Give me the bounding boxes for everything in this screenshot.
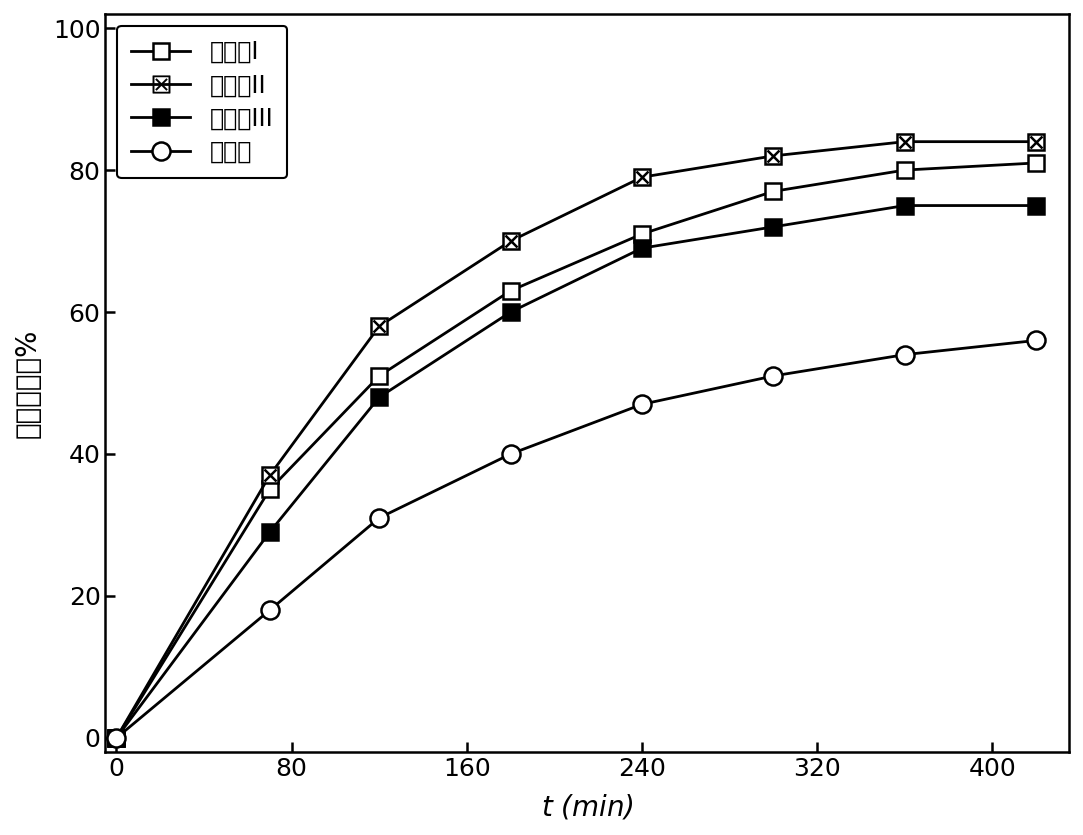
X-axis label: $t$ (min): $t$ (min) — [540, 792, 634, 821]
Y-axis label: 甲醛去除率%: 甲醛去除率% — [14, 328, 42, 438]
Legend: 整理剂I, 整理剂II, 整理剂III, 对比例: 整理剂I, 整理剂II, 整理剂III, 对比例 — [117, 26, 287, 179]
